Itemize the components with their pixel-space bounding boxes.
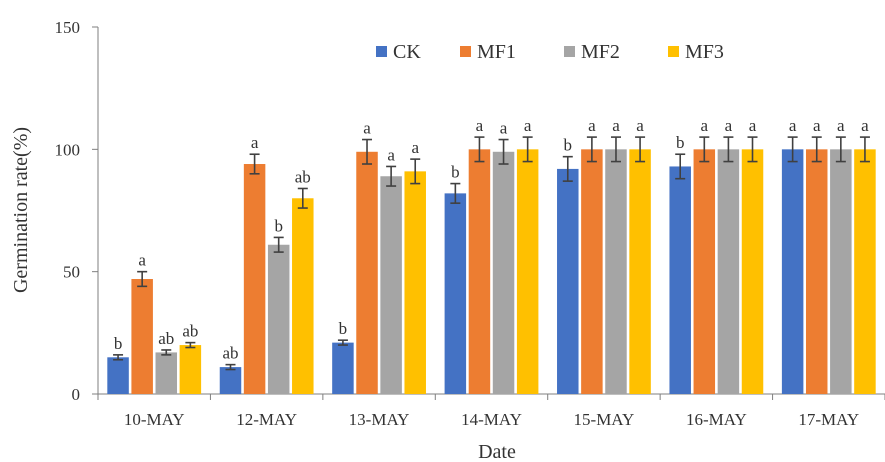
bar-mf2-17-may [830,149,852,394]
significance-label: ab [295,167,311,186]
significance-label: a [138,251,146,270]
legend-swatch-ck [376,46,387,57]
significance-label: a [837,116,845,135]
bar-mf1-17-may [805,149,828,394]
bar-mf1-16-may [693,149,716,394]
bar-mf1-14-may [468,149,491,394]
significance-label: ab [182,322,198,341]
bar-ck-14-may [444,193,467,394]
legend-label-mf2: MF2 [581,41,620,63]
x-tick-label: 16-MAY [686,410,747,429]
legend-label-ck: CK [393,41,421,63]
significance-label: b [451,163,460,182]
significance-label: a [701,116,709,135]
bar-ck-15-may [557,168,579,394]
significance-label: ab [158,329,174,348]
bar-ck-13-may [332,342,354,394]
legend-label-mf1: MF1 [477,41,516,63]
legend-label-mf3: MF3 [685,41,724,63]
bar-mf3-10-may [179,345,202,394]
significance-label: b [114,334,123,353]
bar-mf2-15-may [605,149,627,394]
bar-mf2-10-may [155,352,178,394]
y-tick-label: 100 [55,140,81,159]
significance-label: a [500,119,508,138]
bar-mf3-17-may [854,149,876,394]
bar-ck-16-may [669,166,691,394]
bar-mf1-13-may [356,151,378,394]
significance-label: a [725,116,733,135]
significance-label: b [676,133,685,152]
significance-label: a [749,116,757,135]
significance-label: a [476,116,484,135]
significance-label: b [274,216,283,235]
bar-mf1-15-may [581,149,603,394]
bar-ck-12-may [219,367,242,394]
bar-mf2-16-may [717,149,740,394]
significance-label: a [861,116,869,135]
y-tick-label: 150 [55,18,81,37]
bar-ck-17-may [781,149,804,394]
x-axis: 10-MAY 12-MAY 13-MAY 14-MAY 15-MAY 16-MAY 17-M… [97,393,885,429]
bar-mf3-12-may [292,198,314,394]
significance-label: b [339,319,348,338]
x-tick-label: 14-MAY [461,410,522,429]
x-tick-label: 13-MAY [349,410,410,429]
significance-label: a [612,116,620,135]
legend-swatch-mf2 [564,46,575,57]
significance-label: a [789,116,797,135]
bar-mf3-14-may [516,149,539,394]
y-axis-title: Germination rate(%) [10,127,32,293]
bar-mf2-14-may [492,151,515,394]
significance-label: b [564,136,573,155]
significance-label: a [251,133,259,152]
significance-label: a [813,116,821,135]
significance-label: a [524,116,532,135]
significance-label: a [588,116,596,135]
x-tick-label: 12-MAY [236,410,297,429]
bar-mf3-13-may [404,171,426,394]
bar-mf1-10-may [131,279,153,394]
significance-label: a [363,119,371,138]
bar-mf3-15-may [629,149,651,394]
legend-swatch-mf1 [460,46,471,57]
bar-mf2-12-may [267,244,290,394]
bar-mf2-13-may [380,176,402,394]
y-axis: 0 50 100 150 [55,18,99,404]
significance-label: a [387,145,395,164]
legend: CK MF1 MF2 MF3 [376,41,724,63]
significance-label: ab [222,344,238,363]
x-tick-label: 17-MAY [798,410,859,429]
significance-label: a [636,116,644,135]
x-tick-label: 15-MAY [574,410,635,429]
legend-swatch-mf3 [668,46,679,57]
x-axis-title: Date [478,441,516,462]
y-tick-label: 50 [63,263,80,282]
bar-ck-10-may [107,357,129,394]
y-tick-label: 0 [72,385,81,404]
x-tick-label: 10-MAY [124,410,185,429]
bar-mf1-12-may [243,164,266,394]
bar-mf3-16-may [741,149,764,394]
significance-label: a [411,138,419,157]
